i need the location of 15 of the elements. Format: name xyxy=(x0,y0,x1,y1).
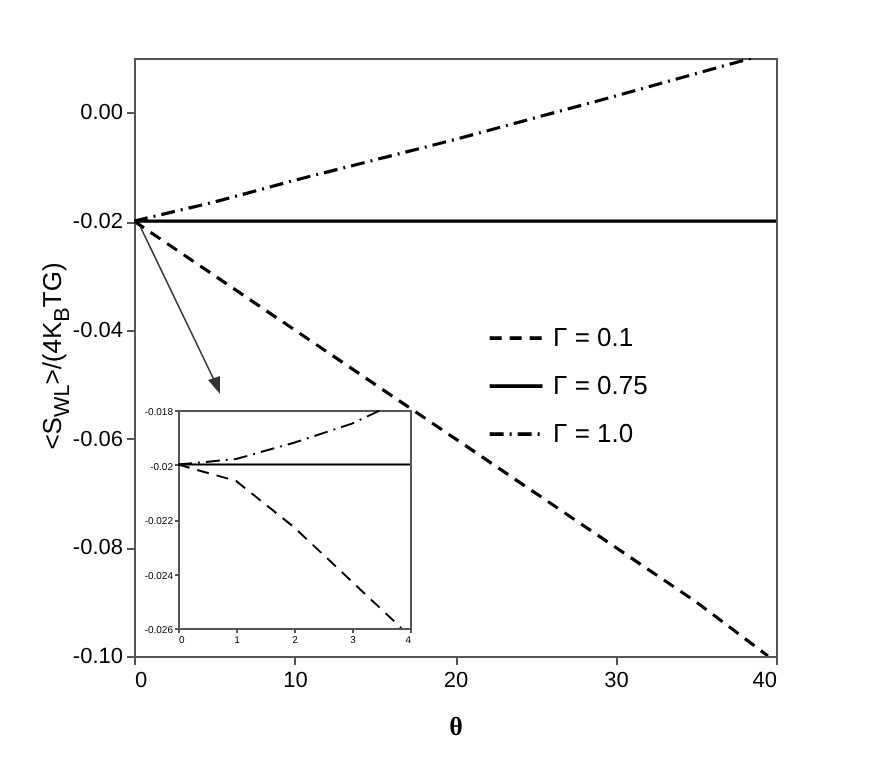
y-tick-label: -0.10 xyxy=(72,645,123,669)
x-tick-label: 0 xyxy=(135,669,148,693)
x-tick-label: 20 xyxy=(443,669,469,693)
y-tick-label: -0.06 xyxy=(72,427,123,452)
y-tick-label: -0.08 xyxy=(72,536,123,561)
legend-label: Γ = 0.1 xyxy=(553,322,634,353)
x-tick-label: 30 xyxy=(604,669,629,693)
x-tick-label: 40 xyxy=(752,669,777,693)
y-tick-label: 0.00 xyxy=(80,101,123,126)
legend-label: Γ = 1.0 xyxy=(553,418,634,449)
y-tick-label: -0.02 xyxy=(72,210,123,235)
x-tick-label: 10 xyxy=(283,669,308,693)
x-axis-title: θ xyxy=(449,711,464,741)
y-tick-label: -0.04 xyxy=(72,318,123,343)
legend-label: Γ = 0.75 xyxy=(553,370,648,401)
